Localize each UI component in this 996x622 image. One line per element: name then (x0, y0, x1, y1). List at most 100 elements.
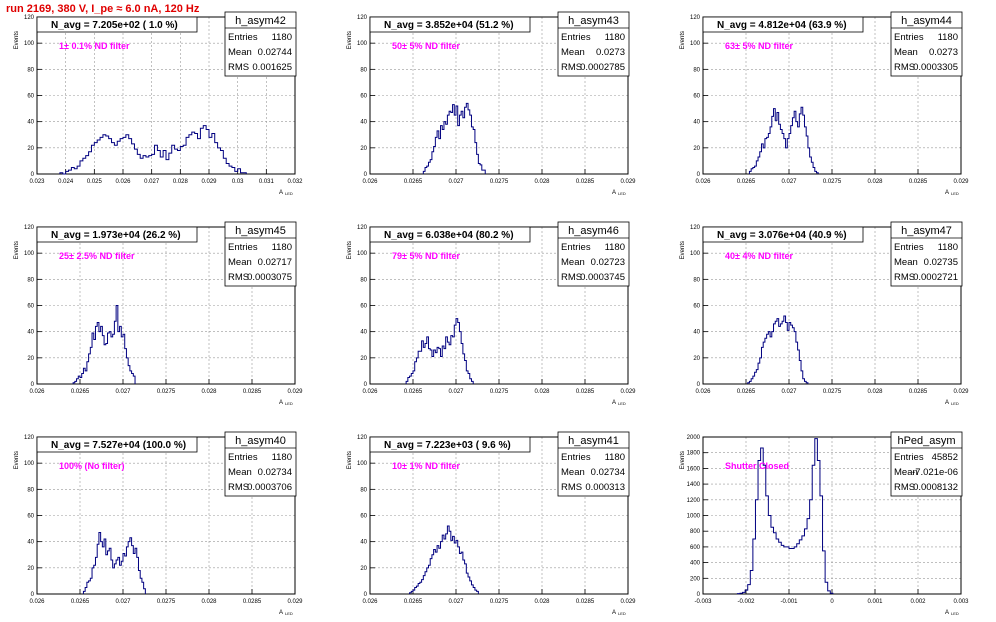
stats-box: h_asym46 Entries 1180 Mean 0.02723 RMS0.00037… (557, 221, 630, 287)
y-tick-label: 40 (27, 540, 34, 546)
y-tick-label: 40 (27, 330, 34, 336)
x-tick-label: 0.025 (87, 179, 103, 185)
y-axis-label: Events (14, 451, 20, 469)
histogram-title: N_avg = 3.852e+04 (51.2 %) (384, 20, 514, 31)
x-tick-label: 0.0265 (404, 389, 423, 395)
histogram-series (736, 438, 834, 595)
x-tick-label: 0.026 (362, 389, 378, 395)
x-tick-label: 0.026 (29, 389, 45, 395)
x-axis-label-subscript: LED (618, 191, 626, 196)
x-tick-label: 0.001 (867, 599, 883, 605)
y-tick-label: 120 (690, 15, 701, 21)
y-tick-label: 120 (24, 435, 35, 441)
y-tick-label: 20 (693, 146, 700, 152)
stats-label: Mean (894, 257, 918, 268)
y-axis-label: Events (680, 241, 686, 259)
stats-value: 0.0273 (929, 47, 958, 58)
x-axis-label-subscript: LED (618, 611, 626, 616)
y-tick-label: 60 (360, 94, 367, 100)
y-tick-label: 20 (27, 566, 34, 572)
stats-label: RMS (228, 272, 249, 283)
histogram-name: h_asym42 (235, 15, 286, 27)
x-tick-label: 0.028 (534, 179, 550, 185)
x-axis-label-subscript: LED (951, 611, 959, 616)
stats-label: RMS (228, 482, 249, 493)
histogram-title: N_avg = 3.076e+04 (40.9 %) (717, 230, 847, 241)
histogram-series (59, 125, 247, 175)
stats-value: 0.0008132 (913, 482, 958, 493)
y-tick-label: 1600 (687, 466, 701, 472)
y-tick-label: 80 (27, 277, 34, 283)
y-tick-label: 40 (27, 120, 34, 126)
stats-value: 1180 (605, 32, 625, 43)
y-tick-label: 1200 (687, 498, 701, 504)
y-tick-label: 80 (27, 487, 34, 493)
stats-value: 0.0002785 (580, 62, 625, 73)
x-tick-label: 0.0285 (576, 389, 595, 395)
x-tick-label: 0.002 (910, 599, 926, 605)
x-tick-label: 0.0285 (909, 179, 928, 185)
x-tick-label: -0.003 (694, 599, 712, 605)
stats-label: Entries (228, 452, 258, 463)
x-tick-label: 0.0285 (243, 599, 262, 605)
y-tick-label: 120 (357, 225, 368, 231)
x-tick-label: 0.0265 (71, 599, 90, 605)
stats-value: 0.0273 (596, 47, 625, 58)
y-axis-label: Events (347, 31, 353, 49)
stats-value: 0.02735 (924, 257, 958, 268)
y-tick-label: 0 (697, 382, 701, 388)
stats-value: 0.02744 (258, 47, 292, 58)
histogram-panel-hPed_asym: -0.003 -0.002 -0.001 0 0.001 0.002 0.003 0 200 40… (680, 431, 969, 616)
histogram-name: h_asym41 (568, 435, 619, 447)
stats-label: RMS (894, 272, 915, 283)
x-axis-label: A (612, 610, 616, 616)
y-tick-label: 100 (24, 41, 35, 47)
y-axis-label: Events (347, 241, 353, 259)
y-tick-label: 200 (690, 576, 701, 582)
stats-value: 1180 (938, 242, 958, 253)
stats-label: Entries (228, 32, 258, 43)
filter-annotation: 25± 2.5% ND filter (59, 251, 135, 261)
stats-value: 1180 (938, 32, 958, 43)
filter-annotation: 10± 1% ND filter (392, 461, 460, 471)
x-tick-label: 0.032 (287, 179, 303, 185)
y-tick-label: 0 (31, 592, 35, 598)
y-tick-label: 0 (697, 592, 701, 598)
stats-value: 0.02734 (591, 467, 625, 478)
x-tick-label: 0.029 (953, 389, 969, 395)
y-tick-label: 20 (27, 146, 34, 152)
stats-box: h_asym44 Entries 1180 Mean 0.0273 RMS0.000330… (890, 11, 963, 77)
histogram-series (409, 525, 479, 594)
y-tick-label: 400 (690, 561, 701, 567)
stats-box: h_asym41 Entries 1180 Mean 0.02734 RMS 0.00031… (557, 431, 630, 497)
y-tick-label: 100 (357, 251, 368, 257)
stats-value: 0.02734 (258, 467, 292, 478)
histogram-panel-h_asym46: 0.026 0.0265 0.027 0.0275 0.028 0.0285 0.029 0 2… (347, 221, 636, 406)
y-tick-label: 40 (693, 330, 700, 336)
x-tick-label: 0.024 (58, 179, 74, 185)
y-tick-label: 60 (693, 94, 700, 100)
stats-value: -7.021e-06 (912, 467, 958, 478)
stats-label: RMS (228, 62, 249, 73)
filter-annotation: Shutter Closed (725, 461, 789, 471)
title-box: N_avg = 3.076e+04 (40.9 %) (702, 226, 864, 243)
y-tick-label: 100 (24, 461, 35, 467)
histogram-series (72, 305, 136, 384)
x-tick-label: 0.0265 (71, 389, 90, 395)
stats-label: Mean (561, 467, 585, 478)
stats-value: 0.0003706 (247, 482, 292, 493)
x-axis-label: A (612, 190, 616, 196)
histogram-series (405, 318, 474, 384)
y-tick-label: 0 (364, 592, 368, 598)
x-tick-label: 0.0275 (157, 389, 176, 395)
y-tick-label: 0 (364, 382, 368, 388)
stats-label: Mean (561, 257, 585, 268)
histogram-series (422, 102, 486, 174)
x-tick-label: 0.026 (362, 599, 378, 605)
stats-value: 0.0002721 (913, 272, 958, 283)
stats-label: RMS (561, 62, 582, 73)
stats-value: 1180 (272, 452, 292, 463)
stats-label: Mean (561, 47, 585, 58)
x-tick-label: 0.027 (448, 599, 464, 605)
histogram-panel-h_asym45: 0.026 0.0265 0.027 0.0275 0.028 0.0285 0.029 0 2… (14, 221, 303, 406)
